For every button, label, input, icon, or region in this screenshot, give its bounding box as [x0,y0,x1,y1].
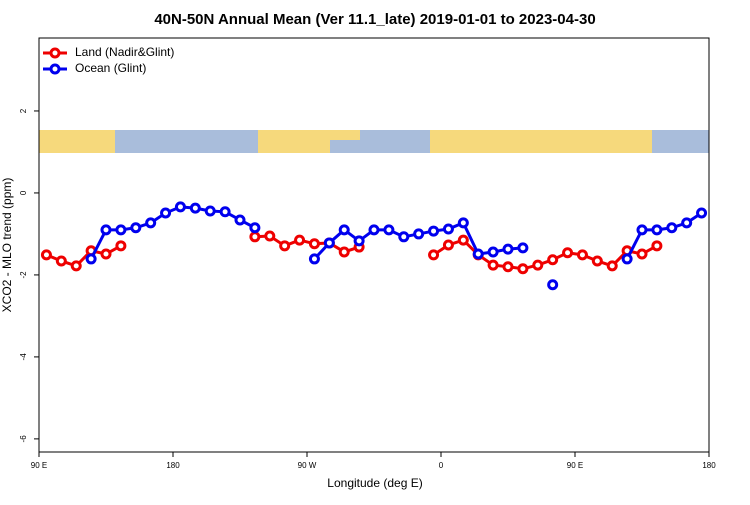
point [442,223,454,235]
point [145,217,157,229]
legend-marker [49,47,61,59]
point [502,261,514,273]
point [696,207,708,219]
x-tick-label: 90 W [298,461,317,470]
point [219,206,231,218]
y-tick-label: 2 [19,108,28,113]
point [264,230,276,242]
point [294,234,306,246]
point [517,263,529,275]
point [115,240,127,252]
x-tick-label: 90 E [567,461,583,470]
point [442,239,454,251]
point [591,255,603,267]
point [130,222,142,234]
point [576,249,588,261]
y-axis-label: XCO2 - MLO trend (ppm) [0,178,14,313]
point [636,224,648,236]
point [487,259,499,271]
legend-label: Land (Nadir&Glint) [75,45,174,59]
point [249,231,261,243]
x-tick-label: 180 [166,461,180,470]
point [428,249,440,261]
point [383,224,395,236]
point [174,201,186,213]
y-tick-label: -2 [19,271,28,279]
point [457,234,469,246]
point [651,240,663,252]
point [532,259,544,271]
x-tick-label: 0 [439,461,444,470]
point [308,253,320,265]
x-tick-label: 180 [702,461,716,470]
y-tick-label: 0 [19,190,28,195]
point [338,246,350,258]
point [353,235,365,247]
point [666,222,678,234]
point [502,243,514,255]
map-strip [39,130,709,153]
point [681,217,693,229]
point [204,205,216,217]
chart-title: 40N-50N Annual Mean (Ver 11.1_late) 2019… [154,11,595,28]
point [606,260,618,272]
point [621,253,633,265]
point [115,224,127,236]
point [547,279,559,291]
y-tick-label: -6 [19,435,28,443]
y-tick-label: -4 [19,353,28,361]
point [338,224,350,236]
point [308,238,320,250]
point [249,222,261,234]
point [398,231,410,243]
point [487,246,499,258]
point [636,248,648,260]
point [517,242,529,254]
point [279,240,291,252]
x-axis-label: Longitude (deg E) [327,476,422,490]
point [547,254,559,266]
point [40,249,52,261]
point [651,224,663,236]
point [457,217,469,229]
point [55,255,67,267]
plot-frame [38,37,710,453]
point [85,253,97,265]
point [428,225,440,237]
point [323,237,335,249]
point [413,228,425,240]
point [472,248,484,260]
point [368,224,380,236]
legend: Land (Nadir&Glint) Ocean (Glint) [43,45,174,75]
point [160,207,172,219]
x-tick-label: 90 E [31,461,47,470]
legend-marker [49,63,61,75]
point [562,247,574,259]
point [70,260,82,272]
point [100,224,112,236]
point [100,248,112,260]
legend-label: Ocean (Glint) [75,61,146,75]
point [189,202,201,214]
series-line [89,205,703,260]
point [234,214,246,226]
